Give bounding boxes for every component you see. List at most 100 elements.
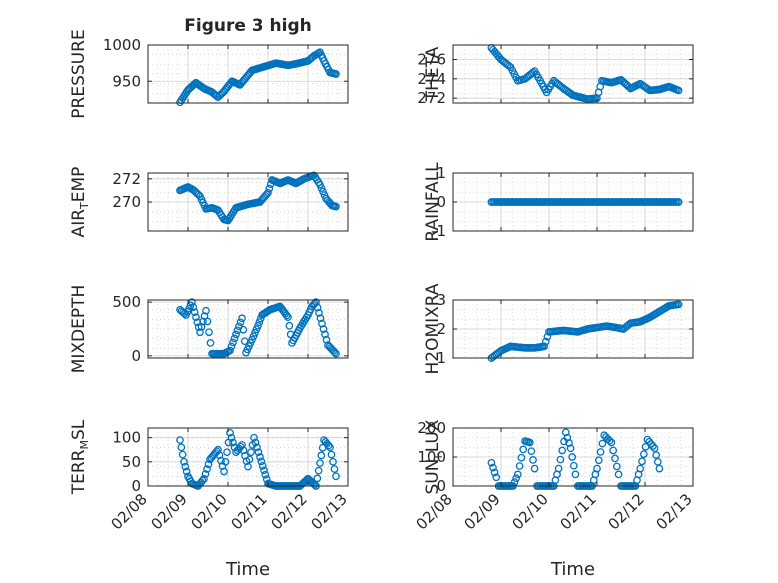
data-point [178, 450, 187, 459]
data-point [596, 448, 605, 456]
data-point [282, 311, 291, 320]
data-point [220, 467, 228, 476]
data-point [527, 447, 536, 456]
data-point [227, 342, 236, 351]
data-point [648, 442, 657, 450]
data-point [247, 448, 255, 457]
data-point [569, 461, 578, 470]
data-point [332, 70, 340, 78]
data-point [563, 433, 572, 442]
data-point [674, 300, 683, 309]
y-axis-label: TERRMSL [69, 419, 91, 495]
data-point [525, 438, 534, 447]
data-point [517, 453, 526, 462]
data-point [510, 478, 519, 486]
y-axis-label: SUNFLUX [423, 419, 445, 494]
data-point [265, 184, 274, 193]
data-point [205, 328, 213, 337]
data-point [257, 457, 266, 466]
data-point [256, 453, 264, 461]
y-tick-label: -1 [431, 222, 446, 240]
data-point [176, 436, 184, 444]
data-point [330, 465, 339, 473]
data-point [180, 457, 188, 466]
data-point [181, 462, 190, 471]
data-point [232, 330, 240, 339]
data-point [193, 318, 202, 327]
data-point [261, 470, 270, 479]
y-tick-label: 272 [112, 170, 141, 188]
data-point [197, 322, 206, 331]
data-point [264, 188, 272, 197]
y-tick-label: 0 [131, 347, 141, 365]
x-tick-label: 02/11 [228, 490, 271, 533]
data-point [255, 318, 264, 327]
data-point [188, 298, 196, 306]
data-point [250, 433, 258, 442]
y-axis-label: MIXDEPTH [69, 285, 89, 374]
data-series [176, 428, 340, 490]
data-point [554, 464, 563, 473]
data-point [594, 456, 603, 465]
data-point [565, 439, 573, 447]
data-point [609, 446, 618, 455]
data-point [177, 443, 186, 452]
x-tick-label: 02/12 [268, 490, 311, 533]
x-axis-label: Time [550, 559, 595, 580]
data-point [611, 454, 619, 463]
subplot-pressure: 950 1000 PRESSURE Figure 3 high [69, 16, 349, 119]
data-point [284, 313, 292, 322]
data-point [206, 339, 215, 347]
subplot-sun-flux: 0 100 200 02/08 02/09 02/10 02/11 02/12 02/13 Tim… [413, 419, 696, 580]
data-point [515, 462, 524, 470]
data-point [251, 328, 259, 337]
data-point [285, 321, 294, 330]
data-point [260, 466, 268, 475]
data-point [324, 441, 333, 450]
data-point [332, 472, 340, 481]
data-point [238, 314, 246, 323]
data-series [176, 48, 340, 107]
data-point [321, 330, 329, 339]
data-point [512, 474, 521, 483]
grid-lines [147, 428, 349, 487]
y-tick-label: 272 [417, 89, 446, 107]
data-point [636, 464, 645, 473]
data-point [607, 438, 616, 447]
y-tick-label: 0 [436, 193, 446, 211]
data-point [244, 462, 252, 471]
data-point [199, 317, 207, 326]
chart-title: Figure 3 high [184, 16, 312, 36]
y-tick-label: 0 [436, 477, 446, 495]
data-point [490, 468, 499, 477]
data-point [200, 474, 208, 483]
data-point [519, 445, 528, 454]
data-point [561, 428, 570, 437]
y-tick-label: 100 [112, 429, 141, 447]
y-tick-label: 276 [417, 51, 446, 69]
data-point [487, 458, 496, 467]
data-point [190, 308, 199, 317]
x-tick-label: 02/09 [461, 490, 504, 533]
data-point [198, 476, 207, 485]
data-point [226, 346, 234, 355]
y-axis-label: RAINFALL [423, 162, 443, 242]
data-point [189, 303, 198, 312]
data-point [204, 460, 213, 469]
data-point [239, 325, 248, 334]
data-point [674, 86, 683, 95]
data-point [652, 451, 661, 459]
y-tick-label: 100 [417, 448, 446, 466]
data-point [650, 444, 659, 453]
data-point [226, 428, 234, 437]
x-tick-label: 02/11 [557, 490, 600, 533]
y-tick-label: 270 [112, 193, 141, 211]
data-point [489, 463, 497, 472]
data-point [598, 439, 607, 448]
y-tick-label: 50 [122, 453, 141, 471]
data-point [254, 321, 262, 330]
x-tick-label: 02/10 [188, 490, 231, 533]
y-tick-label: 0 [131, 477, 141, 495]
